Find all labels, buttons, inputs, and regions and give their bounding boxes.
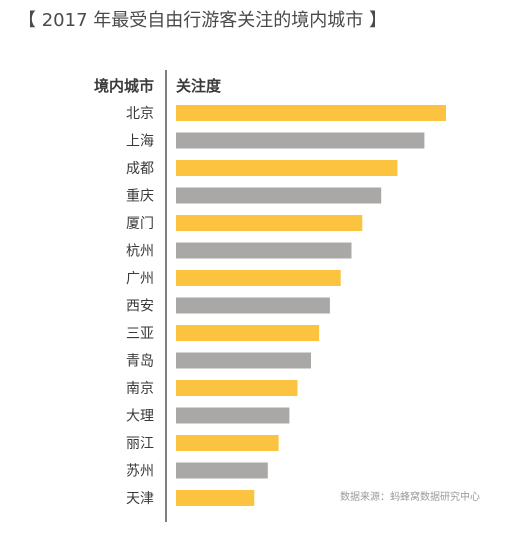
- bar-6: [176, 270, 341, 286]
- bars-group: [176, 105, 446, 506]
- bar-12: [176, 435, 279, 451]
- category-label-1: 上海: [126, 134, 154, 150]
- category-label-2: 成都: [126, 161, 154, 177]
- bar-3: [176, 187, 382, 204]
- bar-1: [176, 132, 425, 149]
- category-label-7: 西安: [126, 299, 154, 315]
- source-note: 数据来源：蚂蜂窝数据研究中心: [340, 490, 480, 503]
- bar-2: [176, 160, 398, 176]
- category-label-0: 北京: [126, 106, 154, 122]
- category-label-10: 南京: [126, 381, 154, 397]
- bar-4: [176, 215, 363, 231]
- category-label-11: 大理: [126, 409, 154, 425]
- category-label-8: 三亚: [126, 326, 154, 342]
- category-label-12: 丽江: [126, 436, 154, 452]
- category-label-4: 厦门: [126, 216, 154, 232]
- category-label-14: 天津: [126, 491, 154, 507]
- category-label-9: 青岛: [126, 354, 154, 370]
- bar-10: [176, 380, 298, 396]
- bar-11: [176, 407, 290, 424]
- category-header: 境内城市: [94, 77, 154, 95]
- bar-8: [176, 325, 320, 341]
- value-header: 关注度: [176, 77, 222, 95]
- category-label-5: 杭州: [126, 244, 154, 260]
- category-label-6: 广州: [126, 271, 154, 287]
- bar-9: [176, 352, 311, 369]
- category-label-3: 重庆: [126, 189, 154, 205]
- bar-13: [176, 462, 268, 479]
- chart-title: 【 2017 年最受自由行游客关注的境内城市 】: [18, 10, 387, 31]
- bar-7: [176, 297, 330, 314]
- bar-0: [176, 105, 446, 121]
- bar-14: [176, 490, 255, 506]
- bar-5: [176, 242, 352, 259]
- category-label-13: 苏州: [126, 464, 154, 480]
